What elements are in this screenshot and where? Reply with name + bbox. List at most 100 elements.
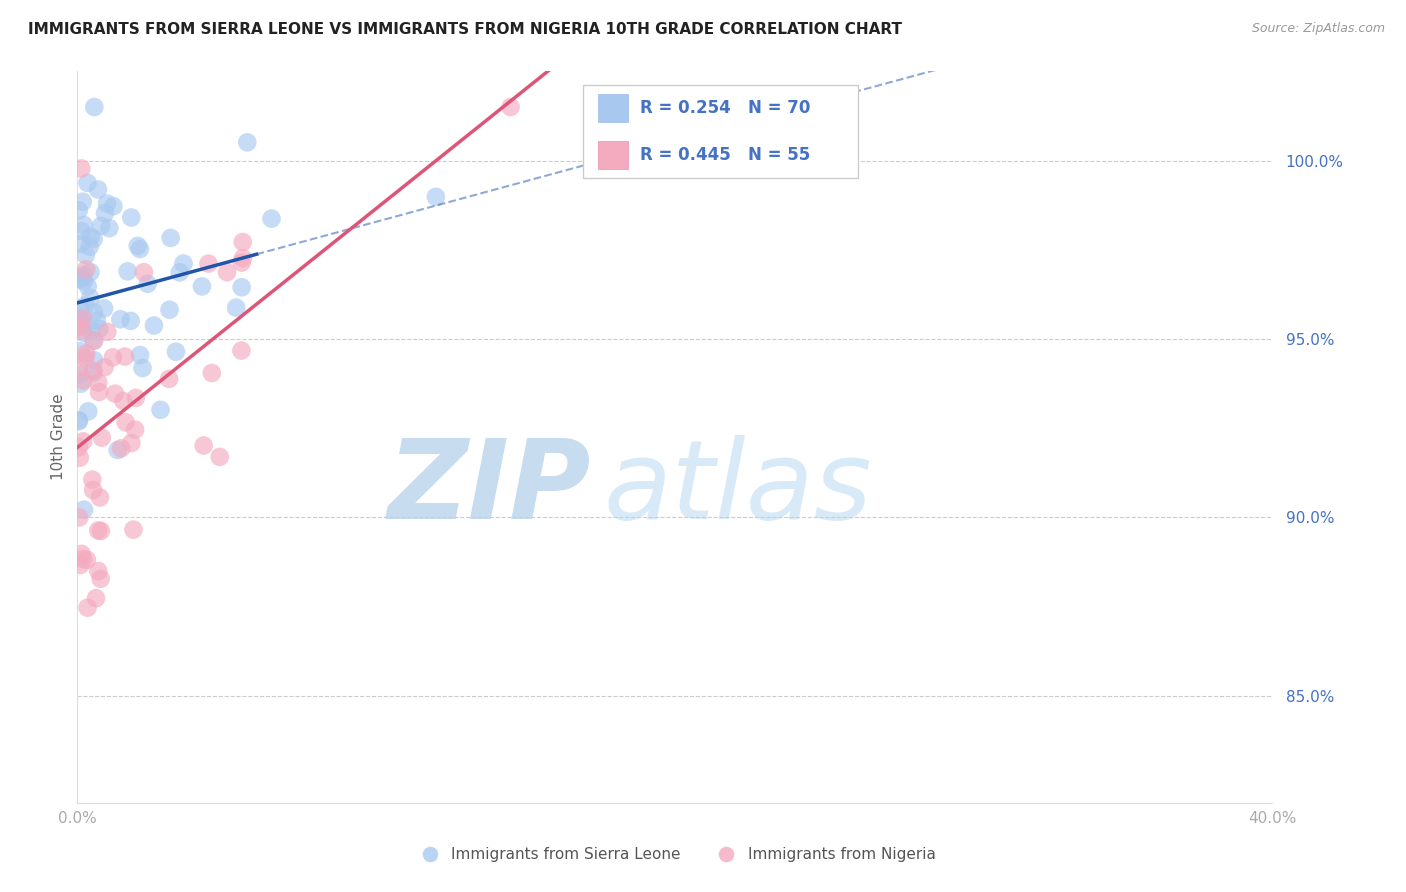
Point [197, 256, 219, 270]
Point [73, 502, 96, 516]
Point [72, 324, 94, 338]
Point [90, 219, 112, 233]
Point [231, 343, 253, 358]
Point [93, 301, 115, 316]
Point [67, 319, 90, 334]
Point [165, 344, 187, 359]
Point [425, 190, 447, 204]
Point [132, 265, 155, 279]
Point [67, 316, 90, 330]
Point [231, 255, 253, 269]
Point [76, 600, 98, 615]
Point [84, 591, 107, 606]
Point [83, 334, 105, 348]
Point [114, 415, 136, 429]
Point [112, 394, 135, 409]
Point [67, 203, 90, 218]
Point [69, 368, 91, 382]
Y-axis label: 10th Grade: 10th Grade [51, 393, 66, 481]
Point [70, 547, 93, 561]
Point [75, 299, 97, 313]
Point [70, 318, 93, 332]
Point [120, 211, 142, 225]
Point [149, 402, 172, 417]
Point [89, 491, 111, 505]
Point [67, 312, 90, 326]
Point [67, 510, 90, 524]
Point [90, 524, 112, 538]
Point [75, 351, 97, 365]
Point [75, 248, 97, 262]
Point [98, 221, 121, 235]
Point [96, 325, 118, 339]
Text: R = 0.254   N = 70: R = 0.254 N = 70 [640, 99, 810, 117]
Point [117, 264, 139, 278]
Point [90, 572, 112, 586]
Point [87, 384, 110, 399]
Point [83, 305, 105, 319]
Point [69, 236, 91, 251]
Point [159, 302, 181, 317]
Text: atlas: atlas [603, 434, 872, 541]
Point [69, 311, 91, 326]
Point [75, 262, 97, 277]
Point [83, 353, 105, 368]
Point [76, 176, 98, 190]
Point [83, 232, 105, 246]
Point [124, 423, 146, 437]
Point [70, 161, 93, 176]
Point [79, 291, 101, 305]
Point [67, 413, 90, 427]
Point [77, 404, 100, 418]
Point [87, 524, 110, 538]
Point [136, 277, 159, 291]
Point [83, 366, 105, 380]
Point [157, 372, 180, 386]
Point [232, 235, 254, 249]
Point [107, 442, 129, 457]
Point [101, 351, 124, 365]
Point [69, 319, 91, 334]
Point [82, 364, 104, 378]
Point [70, 301, 93, 315]
Point [499, 100, 522, 114]
Point [169, 265, 191, 279]
Point [76, 279, 98, 293]
Point [142, 318, 165, 333]
Point [69, 450, 91, 465]
Point [110, 442, 132, 456]
Point [159, 231, 181, 245]
Point [90, 431, 112, 445]
Point [86, 313, 108, 327]
Text: R = 0.445   N = 55: R = 0.445 N = 55 [640, 146, 810, 164]
Point [70, 271, 93, 285]
Point [70, 376, 93, 391]
Point [110, 312, 132, 326]
Point [72, 326, 94, 340]
Point [72, 434, 94, 449]
Point [89, 322, 111, 336]
Text: Source: ZipAtlas.com: Source: ZipAtlas.com [1251, 22, 1385, 36]
Point [76, 552, 98, 566]
Point [87, 182, 110, 196]
Point [72, 552, 94, 566]
Point [120, 436, 142, 450]
Text: IMMIGRANTS FROM SIERRA LEONE VS IMMIGRANTS FROM NIGERIA 10TH GRADE CORRELATION C: IMMIGRANTS FROM SIERRA LEONE VS IMMIGRAN… [28, 22, 903, 37]
Text: ZIP: ZIP [388, 434, 592, 541]
Point [236, 136, 259, 150]
Point [82, 483, 104, 497]
Legend: Immigrants from Sierra Leone, Immigrants from Nigeria: Immigrants from Sierra Leone, Immigrants… [408, 841, 942, 868]
Point [215, 265, 238, 279]
Point [73, 274, 96, 288]
Point [122, 523, 145, 537]
Point [225, 301, 247, 315]
Point [67, 440, 90, 454]
Point [67, 361, 90, 376]
Point [67, 271, 90, 285]
Point [79, 265, 101, 279]
Point [260, 211, 283, 226]
Point [208, 450, 231, 464]
Point [129, 348, 152, 362]
Point [87, 376, 110, 390]
Point [82, 473, 104, 487]
